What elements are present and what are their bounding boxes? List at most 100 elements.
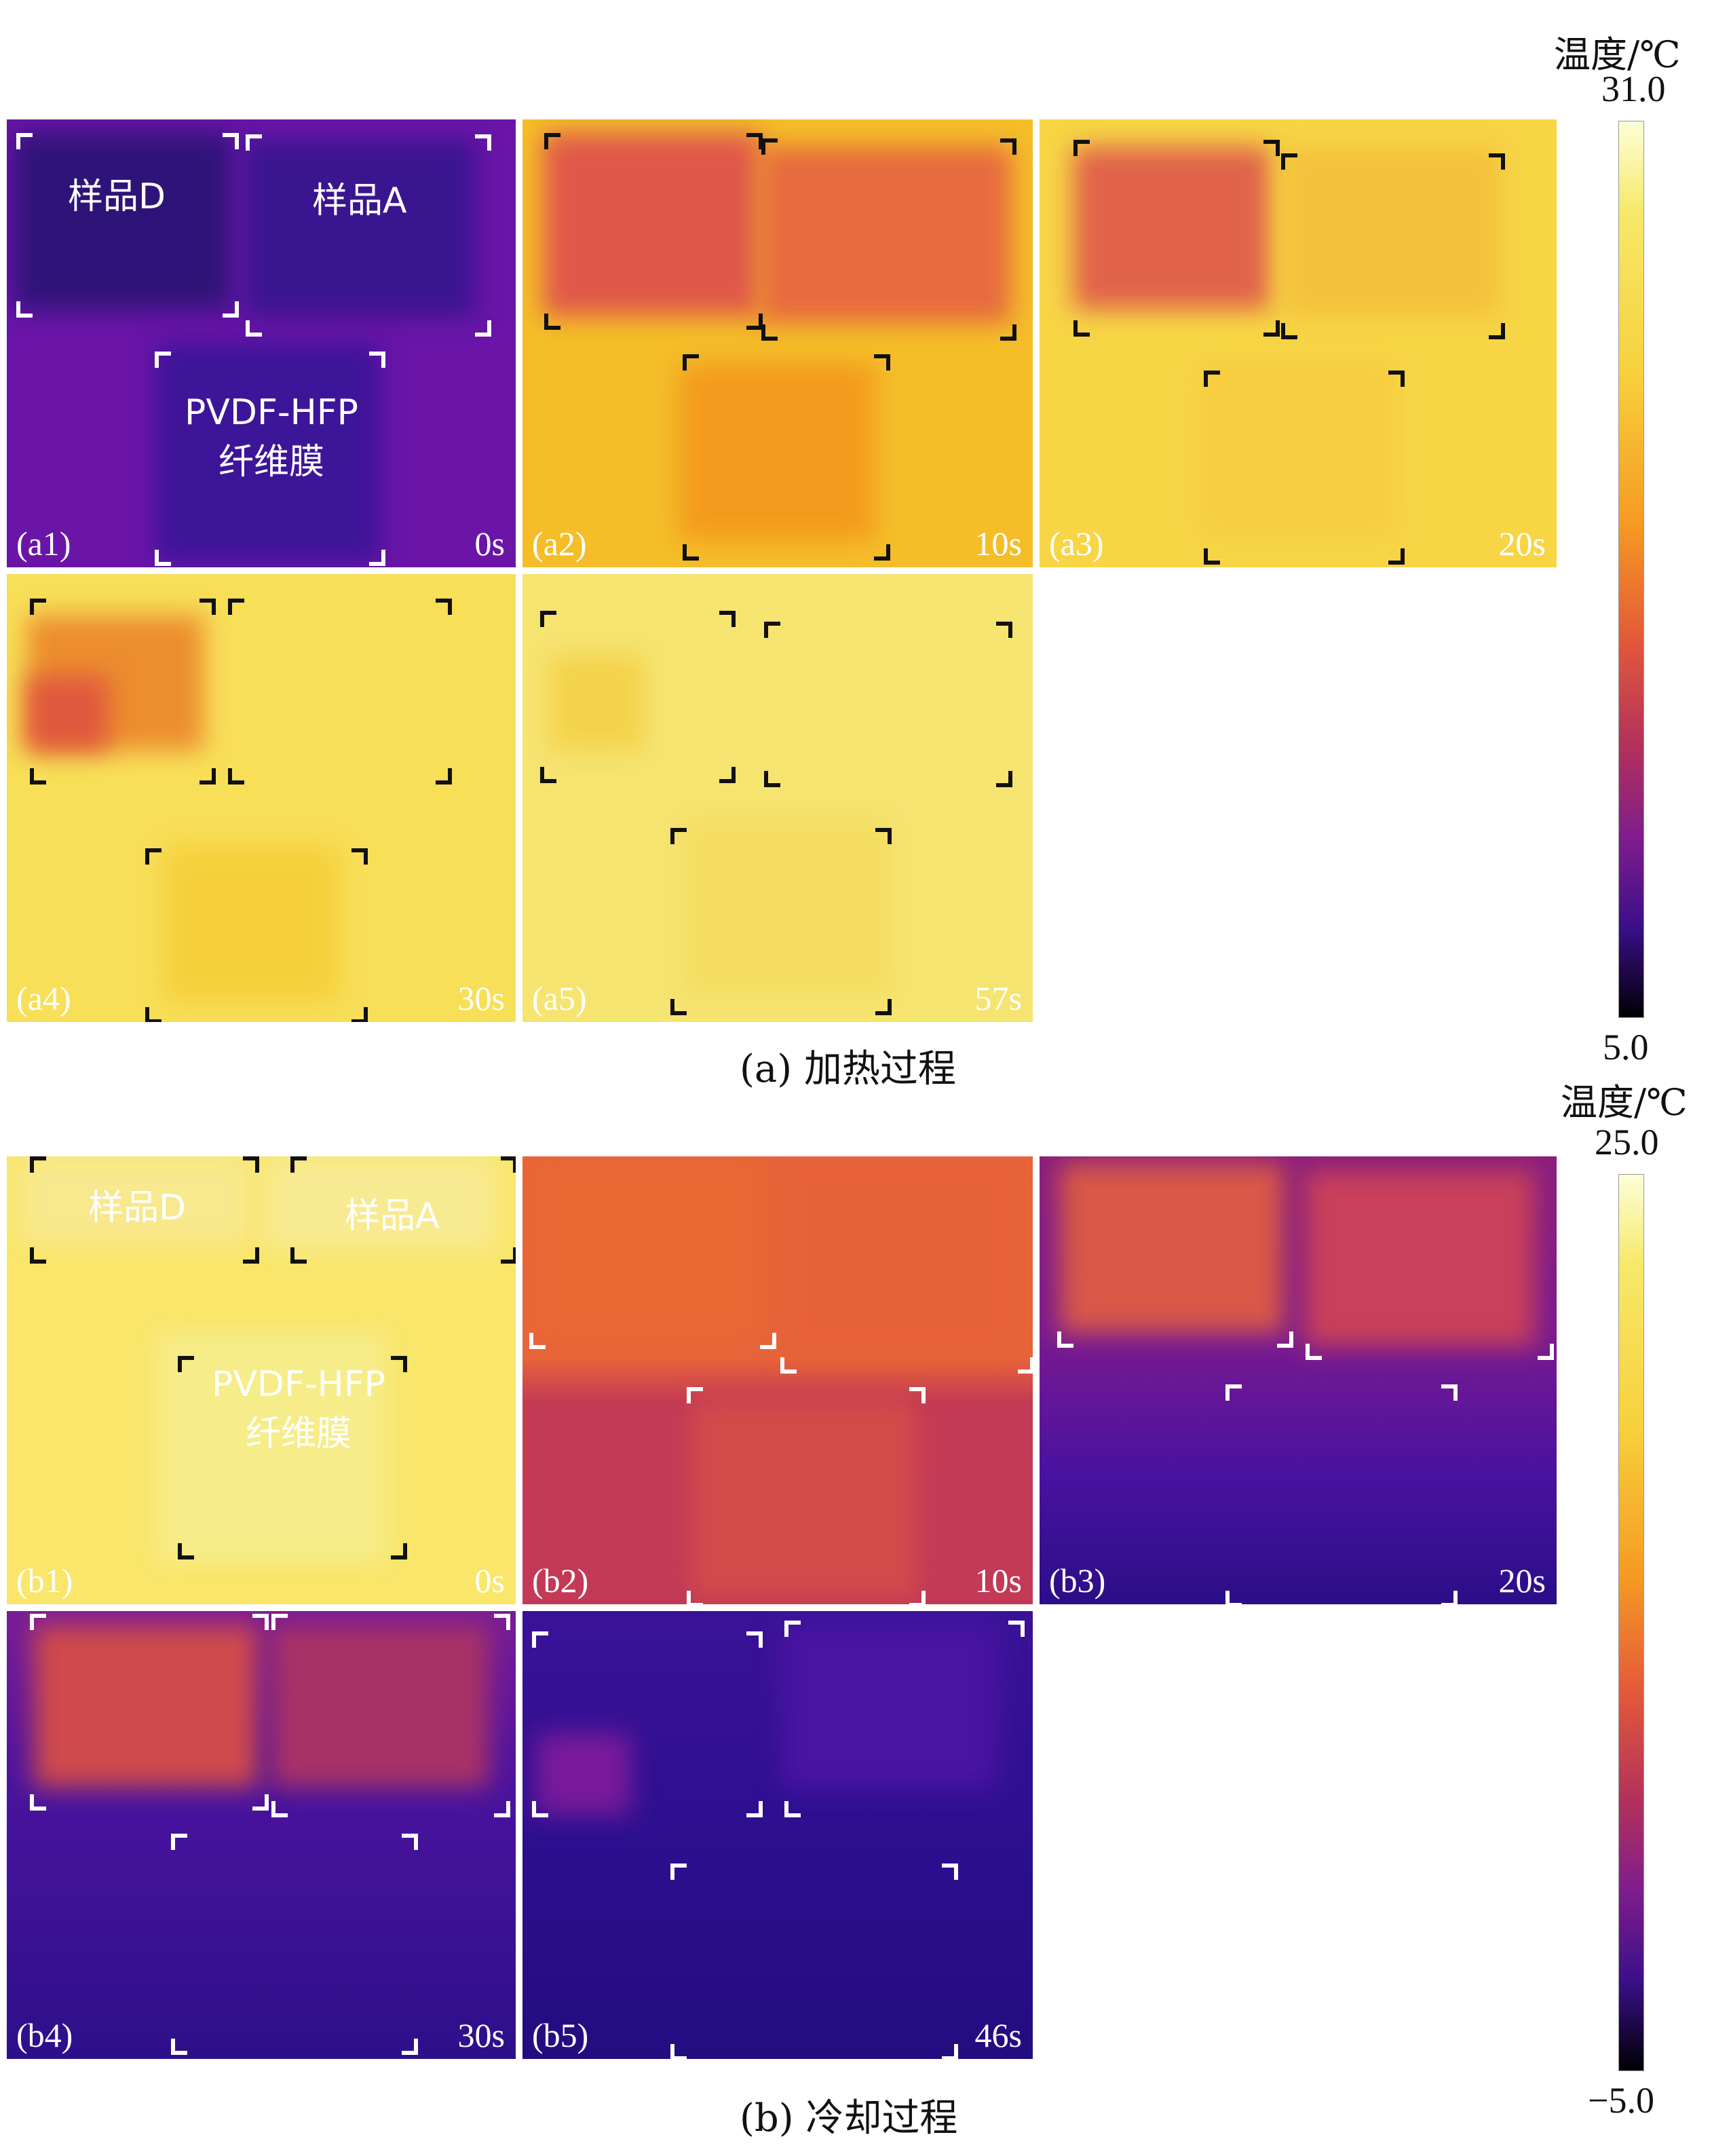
frame-corner-marker: [391, 1543, 407, 1559]
panel-id-b2: (b2): [532, 1562, 589, 1600]
frame-corner-marker: [1538, 1344, 1554, 1360]
frame-corner-marker: [532, 1631, 548, 1648]
pvdf-label-b-line1: PVDF-HFP: [211, 1364, 385, 1405]
frame-corner-marker: [246, 320, 262, 337]
frame-corner-marker: [529, 1333, 546, 1349]
frame-corner-marker: [501, 1156, 516, 1173]
thermal-image-a5: (a5) 57s: [522, 574, 1033, 1022]
frame-corner-marker: [1281, 323, 1297, 339]
frame-corner-marker: [784, 1801, 801, 1817]
frame-corner-marker: [1263, 140, 1280, 156]
thermal-image-b2: (b2) 10s: [522, 1156, 1033, 1604]
frame-corner-marker: [252, 1614, 269, 1630]
pvdf-label: PVDF-HFP 纤维膜: [163, 388, 380, 487]
frame-corner-marker: [30, 1794, 46, 1811]
panel-time-b1: 0s: [474, 1562, 505, 1600]
frame-corner-marker: [544, 314, 560, 330]
frame-corner-marker: [1073, 320, 1090, 337]
frame-corner-marker: [30, 768, 46, 784]
frame-corner-marker: [670, 1864, 687, 1880]
frame-corner-marker: [764, 622, 780, 638]
frame-corner-marker: [391, 1356, 407, 1372]
frame-corner-marker: [223, 133, 239, 149]
frame-corner-marker: [1073, 140, 1090, 156]
frame-corner-marker: [761, 138, 778, 155]
colorbar-b-max: 25.0: [1595, 1122, 1659, 1162]
colorbar-a-max: 31.0: [1601, 69, 1666, 109]
sample-d-label-b: 样品D: [88, 1188, 187, 1228]
thermal-region: [14, 133, 231, 309]
pvdf-label-line2: 纤维膜: [218, 441, 324, 483]
sample-d-label: 样品D: [68, 176, 166, 217]
thermal-image-b3: (b3) 20s: [1040, 1156, 1557, 1604]
frame-corner-marker: [30, 1614, 46, 1630]
panel-id-a3: (a3): [1049, 525, 1104, 563]
frame-corner-marker: [228, 768, 244, 784]
thermal-region: [34, 1625, 258, 1788]
frame-corner-marker: [670, 2044, 687, 2059]
frame-corner-marker: [875, 828, 892, 844]
panel-time-a4: 30s: [457, 979, 505, 1017]
panel-id-a5: (a5): [532, 979, 587, 1017]
thermal-image-a3: (a3) 20s: [1040, 119, 1557, 567]
frame-corner-marker: [1000, 138, 1016, 155]
frame-corner-marker: [1057, 1331, 1073, 1348]
frame-corner-marker: [402, 2039, 418, 2055]
frame-corner-marker: [942, 2044, 958, 2059]
thermal-region: [1202, 364, 1392, 533]
pvdf-label-b: PVDF-HFP 纤维膜: [176, 1360, 421, 1459]
frame-corner-marker: [501, 1247, 516, 1264]
frame-corner-marker: [171, 1834, 187, 1850]
frame-corner-marker: [719, 611, 736, 627]
frame-corner-marker: [540, 767, 556, 783]
pvdf-label-line1: PVDF-HFP: [184, 392, 358, 433]
frame-corner-marker: [228, 599, 244, 615]
frame-corner-marker: [402, 1834, 418, 1850]
panel-id-a1: (a1): [16, 525, 71, 563]
frame-corner-marker: [1225, 1591, 1242, 1604]
frame-corner-marker: [909, 1387, 926, 1403]
pvdf-label-b-line2: 纤维膜: [245, 1413, 351, 1454]
frame-corner-marker: [290, 1156, 307, 1173]
colorbar-b-min: −5.0: [1588, 2080, 1654, 2121]
frame-corner-marker: [784, 1621, 801, 1637]
frame-corner-marker: [687, 1387, 703, 1403]
frame-corner-marker: [761, 324, 778, 341]
thermal-region: [1073, 147, 1270, 309]
frame-corner-marker: [436, 599, 452, 615]
frame-corner-marker: [271, 1801, 288, 1817]
frame-corner-marker: [764, 771, 780, 787]
panel-time-a3: 20s: [1498, 525, 1546, 563]
frame-corner-marker: [475, 134, 491, 151]
frame-corner-marker: [1008, 1621, 1025, 1637]
frame-corner-marker: [875, 999, 892, 1015]
thermal-region: [265, 1156, 495, 1251]
thermal-region: [692, 1401, 916, 1597]
thermal-region: [27, 676, 109, 751]
thermal-image-b1: 样品D 样品A PVDF-HFP 纤维膜 (b1) 0s: [7, 1156, 516, 1604]
thermal-region: [1060, 1163, 1284, 1333]
colorbar-a-min: 5.0: [1603, 1027, 1649, 1067]
thermal-region: [679, 364, 875, 540]
frame-corner-marker: [544, 133, 560, 149]
frame-corner-marker: [874, 544, 890, 561]
frame-corner-marker: [145, 848, 161, 865]
frame-corner-marker: [746, 314, 763, 330]
frame-corner-marker: [746, 1801, 763, 1817]
frame-corner-marker: [532, 1801, 548, 1817]
thermal-region: [1304, 1170, 1535, 1346]
frame-corner-marker: [223, 301, 239, 318]
thermal-image-a4: (a4) 30s: [7, 574, 516, 1022]
frame-corner-marker: [494, 1614, 510, 1630]
frame-corner-marker: [351, 1007, 368, 1022]
panel-id-b5: (b5): [532, 2016, 589, 2054]
thermal-region: [20, 1156, 251, 1245]
frame-corner-marker: [683, 544, 699, 561]
thermal-region: [536, 1733, 631, 1815]
frame-corner-marker: [670, 999, 687, 1015]
frame-corner-marker: [494, 1801, 510, 1817]
frame-corner-marker: [271, 1614, 288, 1630]
panel-time-b3: 20s: [1498, 1562, 1546, 1600]
frame-corner-marker: [178, 1543, 194, 1559]
frame-corner-marker: [1263, 320, 1280, 337]
